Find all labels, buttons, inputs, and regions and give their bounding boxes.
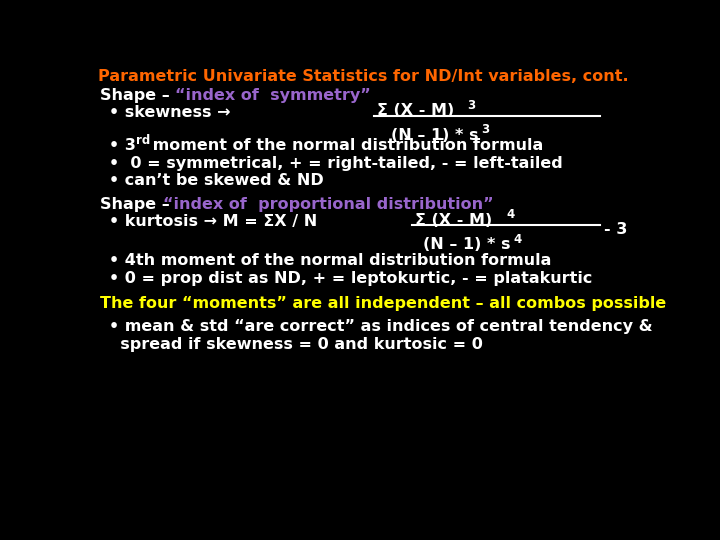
Text: • can’t be skewed & ND: • can’t be skewed & ND — [109, 173, 323, 188]
Text: Shape –: Shape – — [99, 88, 175, 103]
Text: Parametric Univariate Statistics for ND/Int variables, cont.: Parametric Univariate Statistics for ND/… — [98, 69, 629, 84]
Text: spread if skewness = 0 and kurtosic = 0: spread if skewness = 0 and kurtosic = 0 — [109, 336, 482, 352]
Text: Shape –: Shape – — [99, 197, 169, 212]
Text: “index of  proportional distribution”: “index of proportional distribution” — [163, 197, 494, 212]
Text: Σ (X - M): Σ (X - M) — [377, 103, 454, 118]
Text: • 4th moment of the normal distribution formula: • 4th moment of the normal distribution … — [109, 253, 551, 268]
Text: •  0 = symmetrical, + = right-tailed, - = left-tailed: • 0 = symmetrical, + = right-tailed, - =… — [109, 156, 562, 171]
Text: - 3: - 3 — [604, 222, 627, 237]
Text: • 3: • 3 — [109, 138, 135, 153]
Text: 4: 4 — [506, 208, 514, 221]
Text: (N – 1) * s: (N – 1) * s — [423, 237, 510, 252]
Text: • 0 = prop dist as ND, + = leptokurtic, - = platakurtic: • 0 = prop dist as ND, + = leptokurtic, … — [109, 271, 592, 286]
Text: (N – 1) * s: (N – 1) * s — [390, 128, 478, 143]
Text: rd: rd — [135, 134, 150, 147]
Text: “index of  symmetry”: “index of symmetry” — [175, 88, 371, 103]
Text: 3: 3 — [482, 123, 490, 136]
Text: 4: 4 — [514, 233, 522, 246]
Text: Σ (X - M): Σ (X - M) — [415, 213, 492, 228]
Text: • mean & std “are correct” as indices of central tendency &: • mean & std “are correct” as indices of… — [109, 319, 652, 334]
Text: • skewness →: • skewness → — [109, 105, 230, 120]
Text: The four “moments” are all independent – all combos possible: The four “moments” are all independent –… — [99, 296, 666, 311]
Text: • kurtosis → M = ΣX / N: • kurtosis → M = ΣX / N — [109, 214, 317, 229]
Text: 3: 3 — [467, 99, 476, 112]
Text: moment of the normal distribution formula: moment of the normal distribution formul… — [148, 138, 544, 153]
